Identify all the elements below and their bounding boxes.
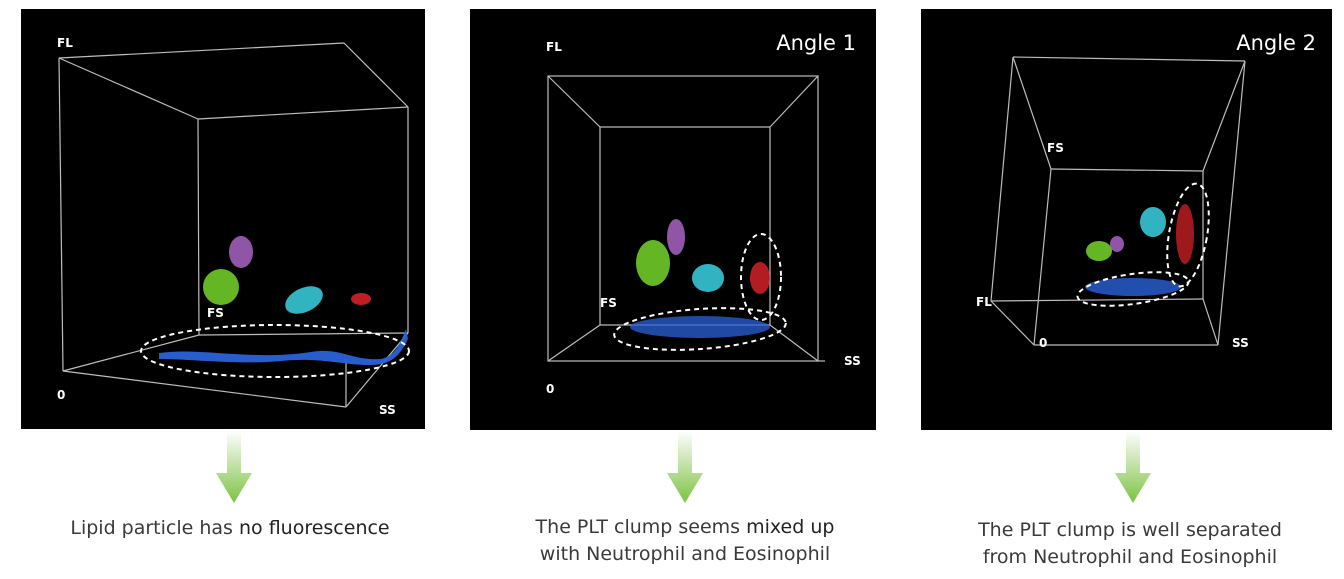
cell-clusters-3	[1085, 204, 1194, 296]
down-arrow-icon	[1115, 431, 1151, 503]
cluster-purple	[229, 236, 253, 268]
caption-panel-3: The PLT clump is well separated from Neu…	[915, 517, 1344, 571]
axis-label-fl: FL	[57, 36, 73, 50]
axis-label-fl: FL	[546, 40, 562, 54]
cluster-purple	[667, 219, 685, 255]
caption-line-2: from Neutrophil and Eosinophil	[982, 546, 1278, 568]
scatter-panel-3: FS FL SS 0 Angle 2	[921, 9, 1332, 430]
cluster-blue	[630, 316, 770, 338]
axis-label-origin: 0	[57, 388, 65, 402]
cluster-blue	[1085, 278, 1181, 296]
axis-label-fs: FS	[207, 306, 224, 320]
cluster-purple	[1110, 236, 1124, 252]
axis-label-fl: FL	[976, 295, 992, 309]
scatter-3d-plot-3: FS FL SS 0	[976, 56, 1249, 350]
cell-clusters-2	[630, 219, 770, 338]
cluster-cyan	[692, 264, 724, 292]
angle-title: Angle 1	[776, 31, 856, 55]
caption-emphasis: mixed up	[746, 516, 835, 538]
axis-label-origin: 0	[1039, 336, 1047, 350]
axis-label-fs: FS	[600, 296, 617, 310]
axis-label-fs: FS	[1047, 141, 1064, 155]
caption-line-2: with Neutrophil and Eosinophil	[539, 543, 831, 565]
highlight-ellipse-neu-eos	[740, 233, 782, 321]
axis-label-ss: SS	[1232, 336, 1249, 350]
down-arrow-icon	[216, 431, 252, 503]
highlight-ellipse-neu-eos	[1166, 182, 1210, 288]
highlight-ellipse-1	[140, 324, 410, 378]
cube-frame-3	[990, 56, 1246, 346]
scatter-panel-2: FL FS SS 0 Angle 1	[470, 9, 876, 430]
cluster-blue-lipid	[159, 329, 408, 365]
cluster-green	[636, 240, 670, 286]
cluster-green	[203, 269, 239, 305]
scatter-3d-plot-1: FL FS SS 0	[57, 36, 410, 417]
axis-label-ss: SS	[379, 403, 396, 417]
down-arrow-icon	[667, 431, 703, 503]
cluster-cyan	[285, 286, 323, 314]
cube-frame-2	[547, 75, 825, 362]
scatter-3d-plot-2: FL FS SS 0	[546, 40, 861, 396]
cell-clusters-1	[159, 236, 408, 365]
angle-title: Angle 2	[1236, 31, 1316, 55]
caption-panel-2: The PLT clump seems mixed up with Neutro…	[470, 514, 900, 568]
cluster-red	[750, 262, 770, 294]
caption-emphasis: no fluorescence	[238, 517, 390, 539]
axis-label-ss: SS	[844, 354, 861, 368]
caption-text: Lipid particle has	[70, 517, 239, 539]
cluster-red	[1176, 204, 1194, 264]
caption-panel-1: Lipid particle has no fluorescence	[20, 515, 440, 542]
caption-text: The PLT clump is well separated	[978, 519, 1282, 541]
cluster-red	[351, 293, 371, 305]
caption-text: The PLT clump seems	[535, 516, 747, 538]
cluster-green	[1086, 241, 1112, 261]
cube-frame-1	[58, 42, 409, 408]
axis-label-origin: 0	[546, 382, 554, 396]
scatter-panel-1: FL FS SS 0	[21, 9, 425, 429]
highlight-ellipse-plt	[613, 307, 787, 351]
cluster-cyan	[1140, 207, 1166, 237]
